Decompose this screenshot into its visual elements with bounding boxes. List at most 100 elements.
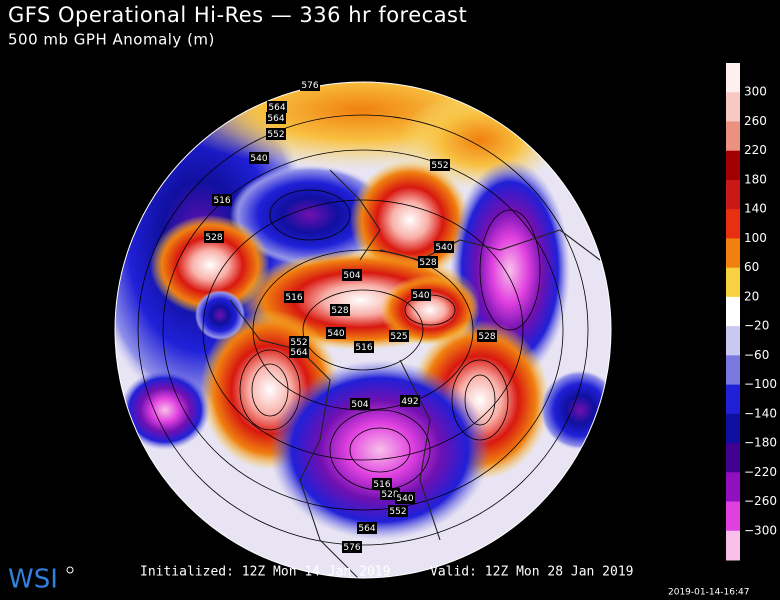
contour-label-box bbox=[212, 194, 232, 206]
contour-label: 528 bbox=[205, 233, 222, 243]
contour-label-box bbox=[267, 101, 287, 113]
colorbar-label: −20 bbox=[744, 319, 769, 333]
colorbar-swatch bbox=[726, 326, 740, 356]
contour-label: 564 bbox=[267, 114, 284, 124]
contour-label-box bbox=[430, 159, 450, 171]
contour-label-box bbox=[400, 395, 420, 407]
contour-label-box bbox=[372, 478, 392, 490]
colorbar-label: 300 bbox=[744, 85, 767, 99]
colorbar-label: 140 bbox=[744, 202, 767, 216]
valid-time: Valid: 12Z Mon 28 Jan 2019 bbox=[430, 565, 634, 580]
colorbar-label: 260 bbox=[744, 114, 767, 128]
colorbar-swatch bbox=[726, 355, 740, 386]
contour-label-box bbox=[354, 341, 374, 353]
contour-label: 504 bbox=[351, 400, 368, 410]
contour-label-box bbox=[266, 128, 286, 140]
colorbar-label: −220 bbox=[744, 465, 777, 479]
globe-edge bbox=[114, 81, 612, 579]
contour-label: 564 bbox=[358, 524, 375, 534]
colorbar-swatch bbox=[726, 267, 740, 298]
contour-label-box bbox=[300, 79, 320, 91]
colorbar-swatch bbox=[726, 238, 740, 269]
contour-label: 528 bbox=[331, 306, 348, 316]
initialized-time: Initialized: 12Z Mon 14 Jan 2019 bbox=[140, 565, 390, 580]
contour-label-box bbox=[418, 256, 438, 268]
colorbar-label: −260 bbox=[744, 494, 777, 508]
contour-label: 525 bbox=[390, 332, 407, 342]
contour-labels: 5765645525405165285045165285405525645525… bbox=[204, 79, 497, 553]
contour-label: 516 bbox=[213, 196, 230, 206]
contour-label-box bbox=[411, 289, 431, 301]
colorbar-label: 220 bbox=[744, 143, 767, 157]
contour-label: 516 bbox=[355, 343, 372, 353]
colorbar-swatch bbox=[726, 150, 740, 181]
contour-label: 528 bbox=[419, 258, 436, 268]
contour-label: 516 bbox=[285, 293, 302, 303]
colorbar: 300 260 220 180 140 100 60 20 −20 −60 −100 −140 −180… bbox=[726, 63, 777, 561]
contour-label-box bbox=[357, 522, 377, 534]
contour-label: 552 bbox=[290, 338, 307, 348]
colorbar-label: −180 bbox=[744, 436, 777, 450]
colorbar-label: 60 bbox=[744, 260, 759, 274]
contour-label-box bbox=[395, 492, 415, 504]
subtitle: 500 mb GPH Anomaly (m) bbox=[8, 31, 215, 49]
logo: WSI bbox=[8, 565, 58, 595]
contour-label: 552 bbox=[267, 130, 284, 140]
colorbar-label: 180 bbox=[744, 172, 767, 186]
contour-label-box bbox=[326, 327, 346, 339]
contour-label-box bbox=[204, 231, 224, 243]
contour-label: 564 bbox=[268, 103, 285, 113]
contour-label: 576 bbox=[343, 543, 360, 553]
contour-label-box bbox=[330, 304, 350, 316]
colorbar-label: 100 bbox=[744, 231, 767, 245]
contour-label-box bbox=[284, 291, 304, 303]
colorbar-label: 20 bbox=[744, 289, 759, 303]
colorbar-swatch bbox=[726, 179, 740, 210]
contour-label: 528 bbox=[478, 332, 495, 342]
colorbar-swatch bbox=[726, 209, 740, 239]
title: GFS Operational Hi-Res — 336 hr forecast bbox=[8, 3, 467, 27]
colorbar-swatch bbox=[726, 530, 740, 561]
contour-label: 540 bbox=[412, 291, 429, 301]
contour-label: 552 bbox=[389, 507, 406, 517]
colorbar-label: −60 bbox=[744, 348, 769, 362]
contour-label-box bbox=[342, 269, 362, 281]
contour-label-box bbox=[434, 241, 454, 253]
contour-label-box bbox=[266, 112, 286, 124]
colorbar-swatch bbox=[726, 63, 740, 93]
colorbar-swatch bbox=[726, 121, 740, 152]
contour-label: 528 bbox=[381, 490, 398, 500]
globe bbox=[115, 82, 611, 578]
contour-label-box bbox=[350, 398, 370, 410]
contour-label: 516 bbox=[373, 480, 390, 490]
contour-label-box bbox=[389, 330, 409, 342]
contour-label: 492 bbox=[401, 397, 418, 407]
contour-label-box bbox=[289, 336, 309, 348]
contour-label: 540 bbox=[250, 154, 267, 164]
colorbar-swatch bbox=[726, 384, 740, 415]
contour-label: 540 bbox=[327, 329, 344, 339]
contour-label-box bbox=[477, 330, 497, 342]
logo-mark bbox=[66, 566, 74, 574]
contour-label: 564 bbox=[290, 348, 307, 358]
timestamp: 2019-01-14-16:47 bbox=[668, 588, 750, 598]
colorbar-label: −140 bbox=[744, 406, 777, 420]
contour-label-box bbox=[289, 346, 309, 358]
contour-label: 540 bbox=[435, 243, 452, 253]
contour-label-box bbox=[342, 541, 362, 553]
colorbar-swatch bbox=[726, 92, 740, 122]
colorbar-swatch bbox=[726, 501, 740, 532]
colorbar-swatch bbox=[726, 472, 740, 503]
contour-label: 540 bbox=[396, 494, 413, 504]
contour-label-box bbox=[249, 152, 269, 164]
contour-label-box bbox=[388, 505, 408, 517]
colorbar-swatch bbox=[726, 296, 740, 327]
contour-label: 576 bbox=[301, 81, 318, 91]
colorbar-swatch bbox=[726, 443, 740, 473]
colorbar-swatch bbox=[726, 413, 740, 444]
contour-label: 552 bbox=[431, 161, 448, 171]
contour-label: 504 bbox=[343, 271, 360, 281]
colorbar-label: −300 bbox=[744, 523, 777, 537]
